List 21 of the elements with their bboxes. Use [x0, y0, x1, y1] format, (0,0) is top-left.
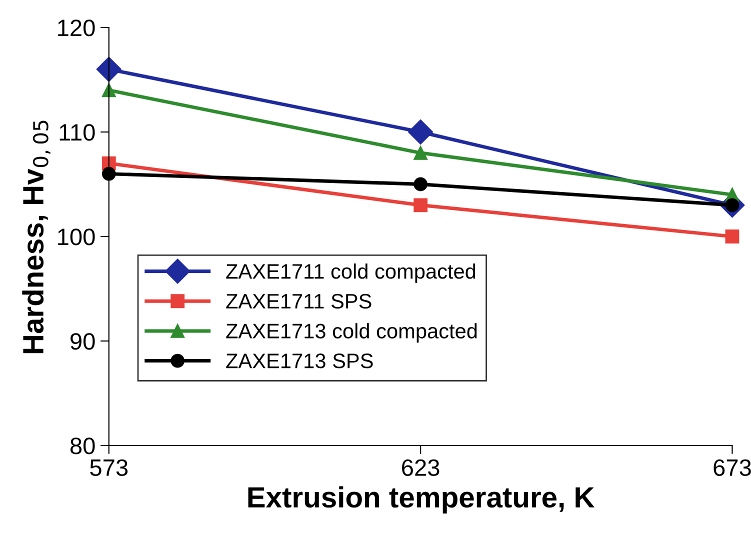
point — [414, 146, 428, 160]
point — [96, 56, 122, 82]
legend-label: ZAXE1713 cold compacted — [226, 323, 477, 343]
legend-label: ZAXE1713 SPS — [226, 354, 373, 368]
y-tick-label: 90 — [70, 333, 95, 350]
point — [408, 120, 434, 144]
x-tick-label: 623 — [402, 459, 440, 476]
y-tick-label: 110 — [60, 124, 95, 141]
point — [414, 177, 428, 192]
y-axis-title: Hardness, Hv$_{0,05}$ — [22, 120, 50, 354]
point — [102, 166, 116, 181]
legend-label: ZAXE1711 SPS — [226, 294, 372, 309]
y-tick-label: 120 — [58, 20, 95, 36]
y-tick-label: 80 — [70, 438, 95, 454]
y-tick-label: 100 — [58, 228, 95, 246]
x-tick-label: 673 — [714, 459, 751, 476]
x-axis-title: Extrusion temperature, K — [248, 486, 595, 514]
legend-label: ZAXE1711 cold compacted — [226, 263, 476, 283]
point — [725, 230, 740, 244]
x-tick-label: 573 — [90, 459, 128, 476]
point — [414, 198, 428, 212]
